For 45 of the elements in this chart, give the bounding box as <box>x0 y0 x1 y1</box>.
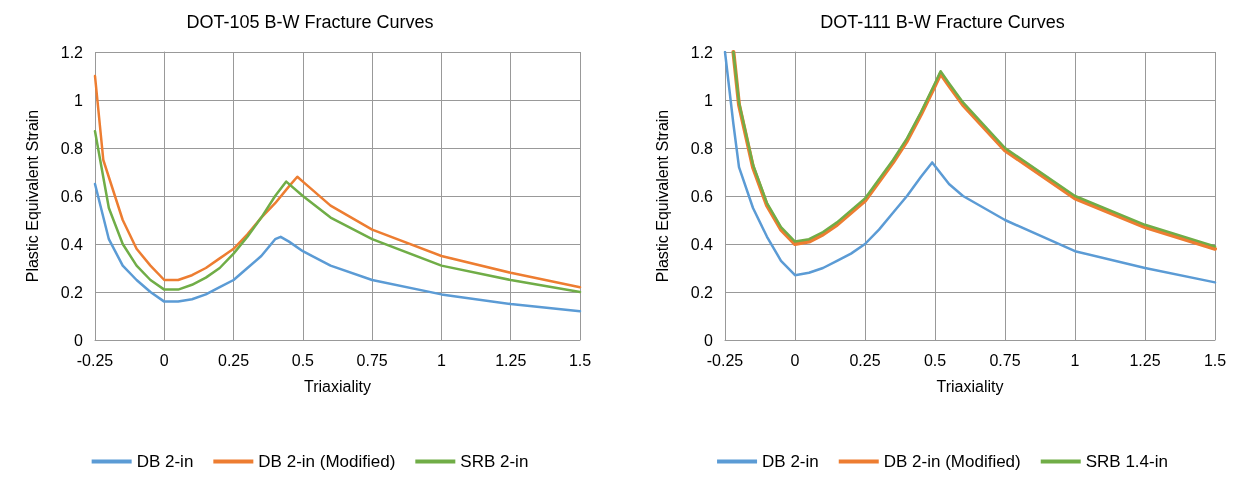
x-tick-label: 1.25 <box>495 351 527 369</box>
line-series <box>93 129 582 294</box>
y-tick-label: 0.4 <box>60 235 84 253</box>
y-tick-label: 0.2 <box>60 283 84 301</box>
x-axis-title: Triaxiality <box>304 377 371 395</box>
x-tick-label: 0.5 <box>923 351 947 369</box>
x-tick-label: 1.25 <box>1129 351 1161 369</box>
y-tick-label: 1.2 <box>690 43 714 61</box>
chart-title: DOT-111 B-W Fracture Curves <box>820 12 1065 32</box>
x-tick-label: 1 <box>436 351 446 369</box>
x-tick-label: -0.25 <box>76 351 114 369</box>
x-tick-label: 0.25 <box>849 351 881 369</box>
y-tick-label: 1 <box>704 91 714 109</box>
y-tick-label: 0.4 <box>690 235 714 253</box>
legend-label: DB 2-in <box>136 452 194 471</box>
y-axis-title: Plastic Equivalent Strain <box>23 109 41 283</box>
chart-title: DOT-105 B-W Fracture Curves <box>186 12 434 32</box>
y-tick-label: 1 <box>74 91 84 109</box>
legend-label: DB 2-in (Modified) <box>258 452 396 471</box>
x-tick-label: -0.25 <box>706 351 744 369</box>
y-axis-title: Plastic Equivalent Strain <box>653 109 671 283</box>
line-series <box>93 74 582 289</box>
x-tick-label: 0 <box>790 351 800 369</box>
y-tick-label: 0 <box>74 331 84 349</box>
x-tick-label: 1.5 <box>568 351 592 369</box>
legend-label: DB 2-in (Modified) <box>883 452 1021 471</box>
y-tick-label: 0.6 <box>60 187 84 205</box>
x-tick-label: 0 <box>159 351 169 369</box>
x-tick-label: 1.5 <box>1203 351 1227 369</box>
legend-label: SRB 1.4-in <box>1085 452 1168 471</box>
x-tick-label: 0.5 <box>291 351 315 369</box>
y-tick-label: 0.8 <box>690 139 714 157</box>
y-tick-label: 1.2 <box>60 43 84 61</box>
x-axis-title: Triaxiality <box>936 377 1004 395</box>
x-tick-label: 0.75 <box>356 351 388 369</box>
y-tick-label: 0.6 <box>690 187 714 205</box>
x-tick-label: 0.25 <box>218 351 250 369</box>
x-tick-label: 1 <box>1070 351 1080 369</box>
line-series <box>93 182 582 313</box>
legend-label: DB 2-in <box>762 452 819 471</box>
y-tick-label: 0.8 <box>60 139 84 157</box>
x-tick-label: 0.75 <box>989 351 1021 369</box>
y-tick-label: 0 <box>704 331 714 349</box>
y-tick-label: 0.2 <box>690 283 714 301</box>
legend-label: SRB 2-in <box>460 452 529 471</box>
